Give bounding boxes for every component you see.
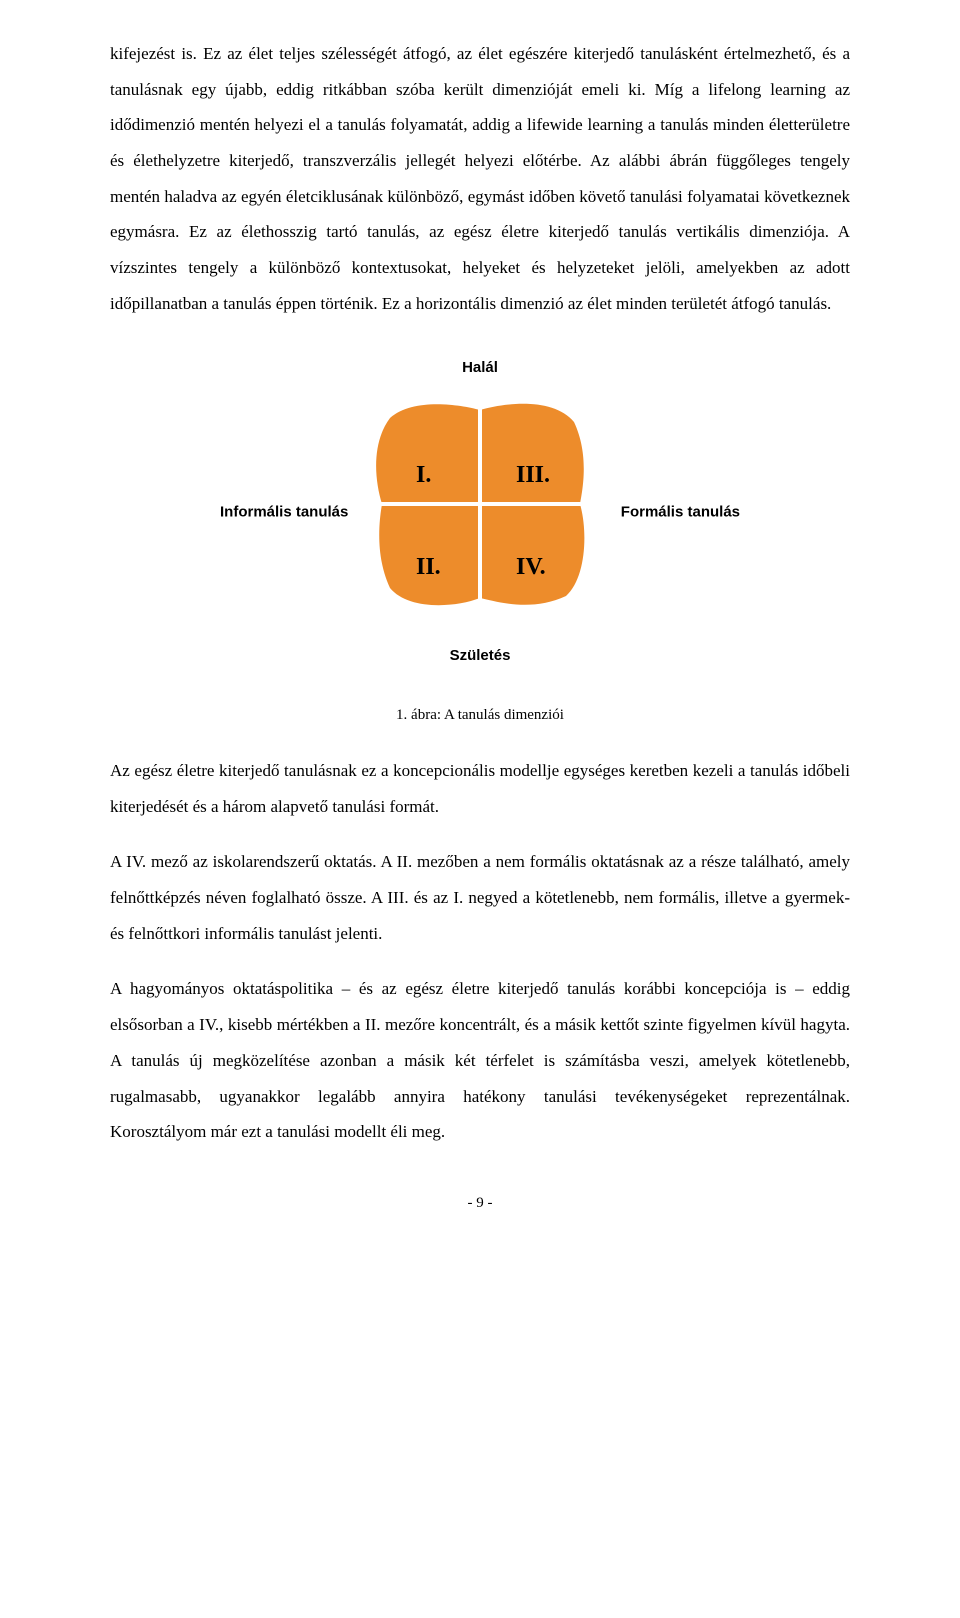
figure-axis-left: Informális tanulás [220,496,348,528]
paragraph-2: Az egész életre kiterjedő tanulásnak ez … [110,753,850,824]
page-number: - 9 - [110,1188,850,1220]
quadrant-2-label: II. [416,542,441,592]
paragraph-4: A hagyományos oktatáspolitika – és az eg… [110,971,850,1149]
paragraph-3: A IV. mező az iskolarendszerű oktatás. A… [110,844,850,951]
figure-axis-right: Formális tanulás [621,496,740,528]
quadrant-1-label: I. [416,450,431,500]
quadrant-3-label: III. [516,450,550,500]
quadrant-4-label: IV. [516,542,546,592]
figure-axis-bottom: Születés [450,640,511,672]
figure-caption: 1. ábra: A tanulás dimenziói [110,700,850,732]
paragraph-1: kifejezést is. Ez az élet teljes széless… [110,36,850,322]
figure-container: Halál Születés Informális tanulás Formál… [110,352,850,672]
quadrant-diagram [368,392,592,616]
figure-axis-top: Halál [462,352,498,384]
learning-dimensions-figure: Halál Születés Informális tanulás Formál… [220,352,740,672]
